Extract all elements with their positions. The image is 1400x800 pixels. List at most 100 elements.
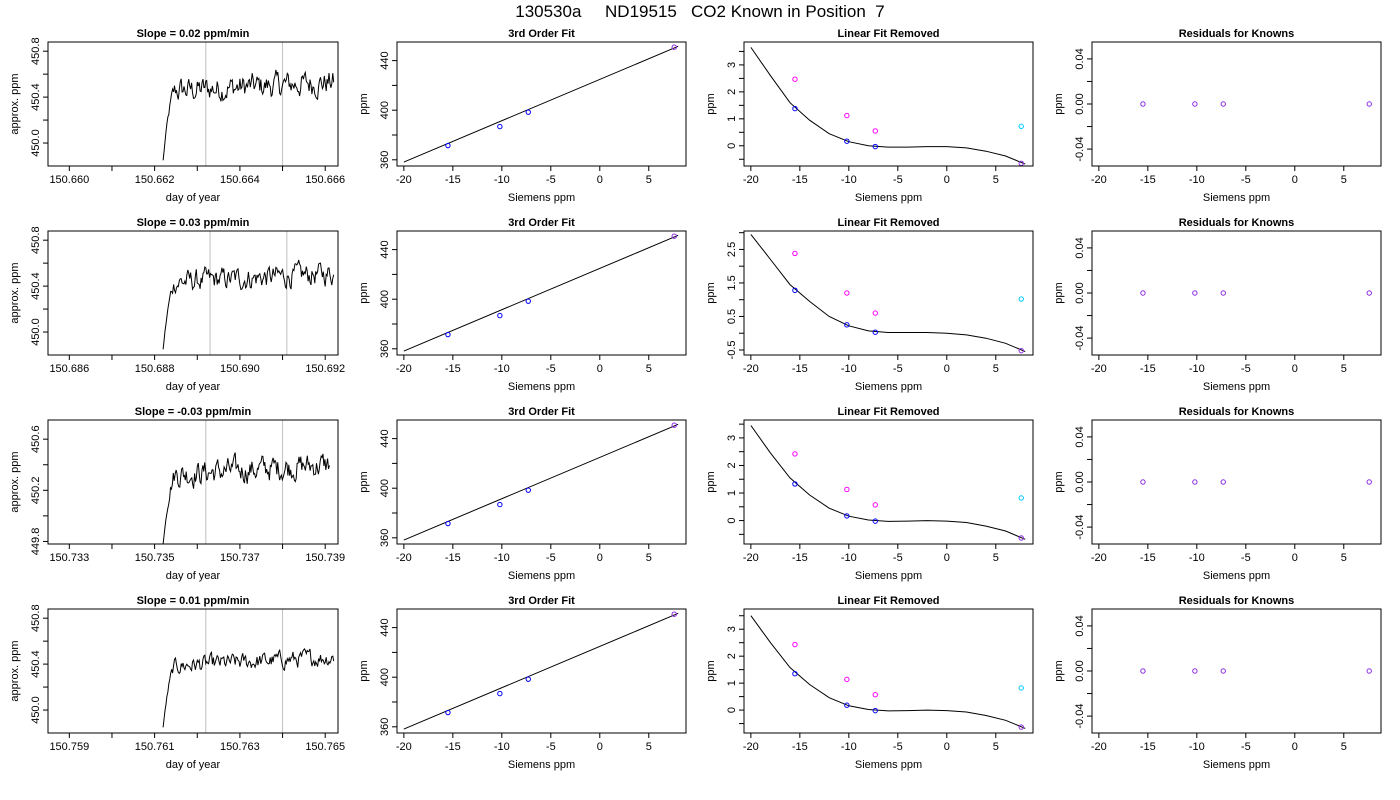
- panel-2-2: 3rd Order Fit -20 -15 -10 -5 0 5 360 400 440 Sieme…: [358, 217, 687, 393]
- panel-title: Linear Fit Removed: [837, 595, 939, 607]
- x-tick-label: -10: [1189, 174, 1205, 186]
- y-tick-label: 0.00: [1074, 471, 1086, 492]
- x-tick-label: -10: [841, 363, 857, 375]
- x-tick-label: -20: [743, 363, 759, 375]
- x-axis-label: Siemens ppm: [1203, 381, 1270, 393]
- raw-point: [872, 502, 878, 508]
- raw-point: [792, 76, 798, 82]
- x-tick-label: 150.690: [220, 363, 260, 375]
- x-tick-label: -5: [1241, 174, 1251, 186]
- x-tick-label: 0: [1292, 552, 1298, 564]
- y-axis-label: ppm: [1053, 282, 1065, 303]
- panel-title: Residuals for Knowns: [1179, 595, 1295, 607]
- x-tick-label: 150.666: [305, 174, 345, 186]
- fit-point: [792, 287, 798, 294]
- fit-point: [872, 329, 878, 335]
- known-point: [1018, 296, 1024, 302]
- panel-frame: [1091, 41, 1382, 167]
- y-tick-label: 0.00: [1074, 93, 1086, 114]
- x-tick-label: 5: [1341, 741, 1347, 753]
- y-tick-label: 400: [379, 668, 391, 686]
- residual-point: [1220, 668, 1226, 674]
- x-tick-label: 5: [993, 363, 999, 375]
- panel-4-2: 3rd Order Fit -20 -15 -10 -5 0 5 360 400 440 Sieme…: [358, 595, 687, 771]
- fit-point: [792, 105, 798, 112]
- x-tick-label: -5: [1241, 363, 1251, 375]
- x-tick-label: 0: [944, 741, 950, 753]
- y-tick-label: 2: [726, 653, 738, 659]
- panel-title: Slope = 0.01 ppm/min: [137, 595, 250, 607]
- y-tick-label: 400: [379, 101, 391, 119]
- x-tick-label: -10: [494, 552, 510, 564]
- known-point: [1018, 495, 1024, 501]
- y-tick-label: -0.5: [726, 340, 738, 359]
- x-tick-label: 5: [646, 363, 652, 375]
- data-point: [671, 611, 677, 617]
- x-tick-label: 150.761: [135, 741, 175, 753]
- y-tick-label: 360: [379, 340, 391, 358]
- y-tick-label: 360: [379, 529, 391, 547]
- panel-4-1: Slope = 0.01 ppm/min 150.759 150.761 150.76…: [9, 595, 345, 771]
- x-tick-label: -10: [841, 174, 857, 186]
- y-tick-label: 0: [726, 143, 738, 149]
- y-tick-label: 450.4: [30, 83, 42, 111]
- panel-title: Residuals for Knowns: [1179, 28, 1295, 40]
- x-tick-label: 150.686: [49, 363, 89, 375]
- y-axis-label: ppm: [1053, 471, 1065, 492]
- raw-point: [872, 310, 878, 316]
- x-axis-label: Siemens ppm: [508, 570, 575, 582]
- plot-area: [403, 611, 679, 730]
- plot-area: [162, 420, 330, 544]
- panel-frame: [1091, 230, 1382, 356]
- panel-title: 3rd Order Fit: [508, 217, 575, 229]
- plot-area: [403, 233, 679, 352]
- plot-area: [750, 615, 1026, 730]
- data-point: [497, 123, 503, 130]
- x-tick-label: 150.739: [305, 552, 345, 564]
- y-tick-label: 3: [726, 62, 738, 68]
- raw-point: [872, 692, 878, 698]
- x-tick-label: -10: [494, 741, 510, 753]
- y-tick-label: 0: [726, 518, 738, 524]
- raw-point: [872, 128, 878, 134]
- x-tick-label: 5: [646, 741, 652, 753]
- plot-area: [403, 44, 679, 163]
- data-point: [445, 520, 451, 527]
- x-tick-label: 150.733: [49, 552, 89, 564]
- y-tick-label: 450.0: [30, 129, 42, 157]
- x-tick-label: 0: [1292, 741, 1298, 753]
- x-axis-label: Siemens ppm: [855, 192, 922, 204]
- x-tick-label: -10: [1189, 363, 1205, 375]
- residual-point: [1140, 290, 1146, 296]
- x-axis-label: day of year: [166, 570, 221, 582]
- x-tick-label: 0: [597, 552, 603, 564]
- x-tick-label: 0: [944, 174, 950, 186]
- signal-trace: [162, 648, 335, 728]
- panel-frame: [743, 230, 1034, 356]
- panel-2-1: Slope = 0.03 ppm/min 150.686 150.688 150.69…: [9, 217, 345, 393]
- x-tick-label: -15: [792, 552, 808, 564]
- x-tick-label: -20: [1091, 552, 1107, 564]
- panel-frame: [396, 230, 687, 356]
- y-tick-label: 2: [726, 89, 738, 95]
- residual-point: [1192, 101, 1198, 107]
- y-tick-label: 3: [726, 626, 738, 632]
- x-tick-label: 0: [944, 363, 950, 375]
- fit-point: [792, 670, 798, 677]
- panel-3-4: Residuals for Knowns -20 -15 -10 -5 0 5 -0.04 0.…: [1053, 406, 1382, 582]
- data-point: [671, 44, 677, 50]
- y-axis-label: approx. ppm: [9, 451, 21, 512]
- signal-trace: [162, 259, 335, 350]
- residual-point: [1220, 290, 1226, 296]
- raw-point: [844, 290, 850, 296]
- y-tick-label: 1.5: [726, 275, 738, 290]
- plot-area: [1140, 668, 1372, 674]
- y-tick-label: 440: [379, 51, 391, 69]
- fit-point: [844, 702, 850, 708]
- panel-frame: [47, 41, 339, 167]
- fit-line: [403, 612, 679, 730]
- x-tick-label: -10: [494, 174, 510, 186]
- x-tick-label: -20: [743, 741, 759, 753]
- panel-frame: [47, 230, 339, 356]
- y-tick-label: 450.0: [30, 696, 42, 724]
